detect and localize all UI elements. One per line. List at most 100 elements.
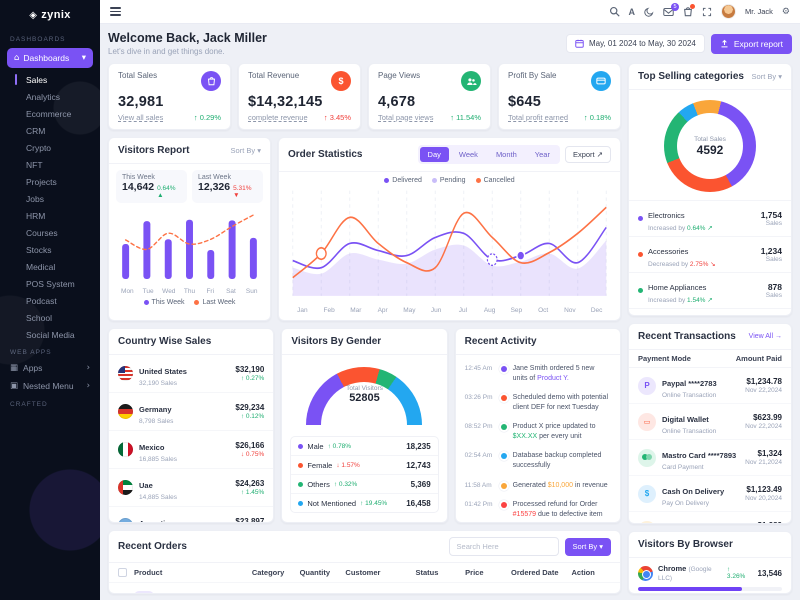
home-icon: ⌂ (14, 53, 20, 63)
messages-icon[interactable]: 5 (663, 2, 679, 17)
top-selling-list: Electronics Increased by 0.64% ↗ 1,754 Sal… (629, 200, 791, 315)
kpi-link[interactable]: complete revenue (248, 113, 308, 122)
legend-cancelled[interactable]: Cancelled (475, 177, 515, 184)
sidebar-item-crypto[interactable]: Crypto (26, 142, 52, 153)
transaction-row-visa-card: VISA Visa Card ****2563Card Payment $1,2… (629, 512, 791, 523)
activity-item: 01:42 Pm Processed refund for Order #155… (464, 500, 603, 518)
transaction-row-paypal: P Paypal ****2783 Online Transaction $1,2… (629, 368, 791, 404)
activity-item: 08:52 Pm Product X price updated to $XX.… (464, 423, 596, 441)
logo[interactable]: ◈ zynix (0, 0, 100, 30)
gender-gauge-chart: Total Visitors 52805 (282, 355, 446, 429)
legend-pending[interactable]: Pending (431, 177, 466, 184)
recent-orders-card: Recent Orders Sort By ▾ Product Category… (108, 530, 621, 594)
gender-row-male: Male ↑ 0.78% 18,235 (291, 437, 437, 455)
date-range-picker[interactable]: May, 01 2024 to May, 30 2024 (565, 34, 705, 53)
category-row-electronics: Electronics Increased by 0.64% ↗ 1,754 Sal… (629, 200, 791, 236)
sidebar-item-nft[interactable]: NFT (26, 159, 43, 170)
visa-icon: VISA (638, 520, 656, 523)
sidebar-item-medical[interactable]: Medical (26, 261, 56, 272)
dark-mode-moon-icon[interactable] (644, 7, 654, 17)
page-title: Welcome Back, Jack Miller (108, 31, 267, 45)
sidebar-item-dashboards[interactable]: ⌂ Dashboards ▾ (7, 48, 93, 68)
sidebar-item-podcast[interactable]: Podcast (26, 295, 57, 306)
user-name: Mr. Jack (745, 7, 773, 16)
sidebar-item-pos-system[interactable]: POS System (26, 278, 75, 289)
transactions-columns: Payment Mode Amount Paid (629, 350, 791, 368)
sidebar-section-webapps: WEB APPS (10, 349, 52, 356)
card-icon (591, 71, 611, 91)
kpi-link[interactable]: Total profit earned (508, 113, 569, 122)
country-row-uae: Uae 14,885 Sales $24,263 ↑ 1.45% (109, 469, 274, 507)
sidebar-item-nested-menu[interactable]: ▣ Nested Menu › (10, 381, 90, 391)
sidebar-item-apps[interactable]: ▦ Apps › (10, 363, 90, 373)
tab-week[interactable]: Week (458, 150, 478, 159)
tab-year[interactable]: Year (534, 150, 550, 159)
kpi-link[interactable]: Total page views (378, 113, 434, 122)
kpi-row: Total Sales 32,981 View all sales ↑ 0.29%… (108, 63, 621, 130)
sidebar-item-school[interactable]: School (26, 312, 52, 323)
orders-search-input[interactable] (448, 537, 559, 556)
cart-icon[interactable] (683, 4, 695, 17)
last-week-stat: Last Week 12,326 5.31% ▼ (192, 170, 263, 203)
activity-item: 02:54 Am Database backup completed succe… (464, 452, 602, 470)
order-statistics-chart: Jan Feb Mar Apr May Jun Jul Aug Sep Oct Nov Dec (279, 184, 620, 320)
chevron-right-icon: › (86, 363, 90, 373)
bag-icon (201, 71, 221, 91)
gender-row-not-mentioned: Not Mentioned ↑ 19.45% 16,458 (291, 493, 438, 512)
sidebar-item-sales[interactable]: Sales (0, 71, 100, 88)
browser-progress-track (638, 587, 782, 591)
card-title: Visitors Report (118, 145, 190, 156)
sidebar-item-crm[interactable]: CRM (26, 125, 46, 136)
export-report-button[interactable]: Export report (710, 33, 792, 54)
sidebar-item-analytics[interactable]: Analytics (26, 91, 61, 102)
tab-month[interactable]: Month (495, 150, 517, 159)
upload-icon (721, 39, 728, 48)
topselling-sortby-dropdown[interactable]: Sort By ▾ (751, 72, 782, 81)
legend-this-week[interactable]: This Week (143, 299, 184, 306)
transactions-list: P Paypal ****2783 Online Transaction $1,2… (629, 368, 791, 523)
card-title: Recent Transactions (638, 331, 736, 342)
view-all-link[interactable]: View All → (748, 333, 782, 340)
sidebar-section-dashboards: DASHBOARDS (10, 36, 66, 43)
kpi-total-sales: Total Sales 32,981 View all sales ↑ 0.29% (108, 63, 231, 130)
activity-timeline: 12:45 Am Jane Smith ordered 5 new units … (456, 355, 620, 522)
tab-day[interactable]: Day (419, 147, 449, 162)
activity-item: 03:26 Pm Scheduled demo with potential c… (464, 393, 608, 411)
visitors-by-gender-card: Visitors By Gender Total Visitors 52805 M… (281, 328, 448, 523)
nested-menu-icon: ▣ (10, 381, 19, 391)
top-selling-donut-chart: Total Sales 4592 (629, 90, 791, 200)
order-x-axis: Jan Feb Mar Apr May Jun Jul Aug Sep Oct Nov Dec (297, 307, 603, 314)
settings-gear-icon[interactable]: ⚙ (781, 6, 790, 17)
sidebar-item-social-media[interactable]: Social Media (26, 329, 75, 340)
translate-icon[interactable]: A (628, 6, 636, 17)
export-dropdown-button[interactable]: Export ↗ (564, 146, 611, 163)
card-title: Order Statistics (288, 149, 363, 160)
legend-last-week[interactable]: Last Week (194, 299, 235, 306)
user-avatar[interactable] (721, 4, 736, 19)
gender-row-others: Others ↑ 0.32% 5,369 (291, 474, 438, 493)
select-all-checkbox[interactable] (118, 568, 127, 577)
sidebar-item-ecommerce[interactable]: Ecommerce (26, 108, 72, 119)
sidebar-item-hrm[interactable]: HRM (26, 210, 46, 221)
sidebar-item-projects[interactable]: Projects (26, 176, 57, 187)
kpi-total-revenue: Total Revenue $ $14,32,145 complete reve… (238, 63, 361, 130)
cart-badge (690, 4, 695, 9)
card-title: Recent Orders (118, 541, 187, 552)
sidebar-item-stocks[interactable]: Stocks (26, 244, 52, 255)
chevron-down-icon: ▾ (81, 53, 86, 63)
sidebar-item-jobs[interactable]: Jobs (26, 193, 44, 204)
flag-germany (118, 404, 133, 419)
legend-delivered[interactable]: Delivered (384, 177, 422, 184)
sidebar-item-courses[interactable]: Courses (26, 227, 58, 238)
gender-list: Male ↑ 0.78% 18,235 Female ↓ 1.57% 12,743 Ot… (290, 436, 439, 513)
card-title: Recent Activity (464, 336, 537, 347)
orders-table-header: Product Category Quantity Customer Statu… (109, 563, 620, 583)
hamburger-menu-icon[interactable] (110, 5, 121, 18)
search-icon[interactable] (609, 6, 620, 17)
orders-sortby-button[interactable]: Sort By ▾ (564, 537, 611, 556)
card-title: Top Selling categories (638, 71, 744, 82)
kpi-link[interactable]: View all sales (118, 113, 164, 122)
chevron-right-icon: › (86, 381, 90, 391)
fullscreen-icon[interactable] (702, 7, 712, 17)
visitors-sortby-dropdown[interactable]: Sort By ▾ (230, 146, 261, 155)
